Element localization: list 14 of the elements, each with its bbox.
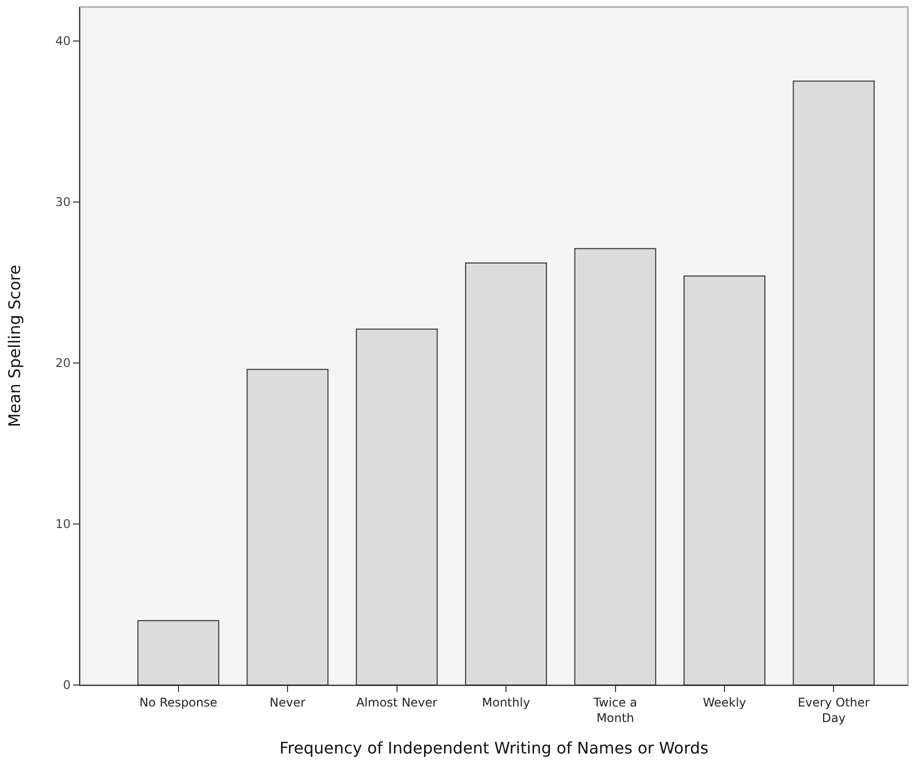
x-tick-label: Never xyxy=(270,695,306,710)
x-axis-title: Frequency of Independent Writing of Names or Words xyxy=(279,738,709,758)
x-tick-label: Every Other Day xyxy=(798,695,870,725)
y-tick-label: 20 xyxy=(55,356,71,370)
y-tick-label: 0 xyxy=(62,678,71,692)
x-tick-label: Almost Never xyxy=(356,695,438,710)
x-tick-label: Monthly xyxy=(482,695,530,710)
x-tick-label: No Response xyxy=(139,695,218,710)
y-tick-label: 10 xyxy=(55,517,71,532)
y-axis-title: Mean Spelling Score xyxy=(5,264,24,428)
x-tick-label: Twice a Month xyxy=(592,695,638,725)
x-tick-label: Weekly xyxy=(702,695,746,710)
y-tick-label: 30 xyxy=(55,195,71,210)
y-tick-label: 40 xyxy=(55,34,71,48)
